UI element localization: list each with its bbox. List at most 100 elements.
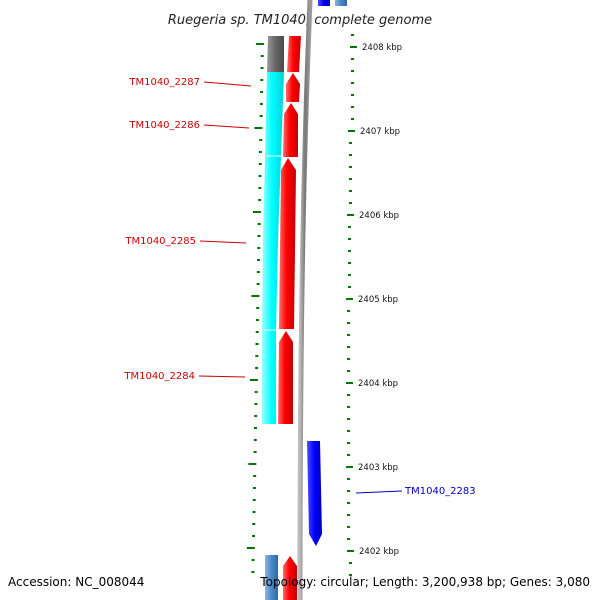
scale-major-tick xyxy=(348,130,355,132)
feature-major-tick xyxy=(255,43,264,45)
scale-minor-tick xyxy=(347,322,350,324)
gene-arrow-TM1040_2284[interactable] xyxy=(278,331,293,424)
scale-major-tick xyxy=(346,466,353,468)
feature-minor-tick xyxy=(260,55,264,57)
gene-label-TM1040_2283[interactable]: TM1040_2283 xyxy=(404,486,476,497)
scale-major-tick xyxy=(346,382,353,384)
scale-tick-label: 2408 kbp xyxy=(362,43,402,53)
scale-tick-marks xyxy=(346,34,357,576)
scale-minor-tick xyxy=(348,238,351,240)
feature-minor-tick xyxy=(256,283,260,285)
scale-minor-tick xyxy=(347,310,350,312)
feature-minor-tick xyxy=(259,139,263,141)
gene-leader-line xyxy=(355,490,403,494)
scale-tick-label: 2404 kbp xyxy=(358,379,398,389)
scale-minor-tick xyxy=(349,202,352,204)
scale-minor-tick xyxy=(348,226,351,228)
scale-minor-tick xyxy=(349,562,352,564)
scale-minor-tick xyxy=(347,394,350,396)
grey-feature xyxy=(267,36,284,72)
scale-minor-tick xyxy=(347,502,350,504)
partial-reverse-feature-top xyxy=(318,0,330,6)
scale-minor-tick xyxy=(351,106,354,108)
scale-minor-tick xyxy=(351,58,354,60)
feature-minor-tick xyxy=(258,187,262,189)
accession-label: Accession: NC_008044 xyxy=(8,575,144,589)
scale-minor-tick xyxy=(349,142,352,144)
scale-minor-tick xyxy=(351,70,354,72)
feature-minor-tick xyxy=(254,415,258,417)
feature-minor-tick xyxy=(255,367,259,369)
feature-minor-tick xyxy=(257,259,261,261)
scale-minor-tick xyxy=(347,442,350,444)
feature-minor-tick xyxy=(258,151,262,153)
feature-minor-tick xyxy=(253,451,257,453)
scale-minor-tick xyxy=(347,334,350,336)
feature-minor-tick xyxy=(254,391,258,393)
partial-steelblue-feature-bottom xyxy=(265,555,278,600)
feature-minor-tick xyxy=(253,475,257,477)
scale-minor-tick xyxy=(347,514,350,516)
scale-minor-tick xyxy=(348,262,351,264)
scale-minor-tick xyxy=(351,94,354,96)
feature-minor-tick xyxy=(252,499,256,501)
topology-label: Topology: circular; Length: 3,200,938 bp… xyxy=(259,575,590,589)
gene-arrow-TM1040_2286[interactable] xyxy=(283,103,298,157)
scale-major-tick xyxy=(347,214,354,216)
feature-major-tick xyxy=(249,379,258,381)
feature-minor-tick xyxy=(260,91,264,93)
scale-minor-tick xyxy=(348,286,351,288)
scale-minor-tick xyxy=(347,430,350,432)
partial-steelblue-feature-top xyxy=(335,0,347,6)
gene-leader-line xyxy=(198,375,246,378)
gene-arrow-TM1040_2287[interactable] xyxy=(286,73,300,102)
feature-major-tick xyxy=(251,295,260,297)
scale-minor-tick xyxy=(347,490,350,492)
feature-minor-tick xyxy=(255,319,259,321)
gene-label-TM1040_2285[interactable]: TM1040_2285 xyxy=(124,236,196,247)
feature-minor-tick xyxy=(259,103,263,105)
feature-minor-tick xyxy=(256,307,260,309)
gene-label-TM1040_2286[interactable]: TM1040_2286 xyxy=(128,120,200,131)
feature-minor-tick xyxy=(257,247,261,249)
gene-arrow-TM1040_2285[interactable] xyxy=(279,158,296,329)
scale-minor-tick xyxy=(347,526,350,528)
scale-major-tick xyxy=(350,46,357,48)
scale-tick-label: 2403 kbp xyxy=(358,463,398,473)
gene-leader-line xyxy=(199,240,247,244)
feature-minor-tick xyxy=(252,535,256,537)
scale-minor-tick xyxy=(349,166,352,168)
gene-label-TM1040_2284[interactable]: TM1040_2284 xyxy=(123,371,195,382)
feature-minor-tick xyxy=(251,571,255,573)
feature-minor-tick xyxy=(256,271,260,273)
feature-minor-tick xyxy=(258,199,262,201)
scale-minor-tick xyxy=(349,154,352,156)
gene-label-TM1040_2287[interactable]: TM1040_2287 xyxy=(128,77,200,88)
forward-cds-arrow[interactable] xyxy=(287,36,301,72)
cyan-feature xyxy=(262,72,284,424)
scale-minor-tick xyxy=(349,178,352,180)
scale-minor-tick xyxy=(347,538,350,540)
scale-minor-tick xyxy=(347,346,350,348)
feature-minor-tick xyxy=(260,67,264,69)
scale-tick-label: 2406 kbp xyxy=(359,211,399,221)
feature-major-tick xyxy=(246,547,255,549)
feature-minor-tick xyxy=(257,235,261,237)
feature-minor-tick xyxy=(259,115,263,117)
gene-arrow-TM1040_2283[interactable] xyxy=(307,441,322,546)
feature-minor-tick xyxy=(257,223,261,225)
feature-minor-tick xyxy=(255,331,259,333)
feature-minor-tick xyxy=(252,511,256,513)
scale-minor-tick xyxy=(348,274,351,276)
feature-major-tick xyxy=(248,463,257,465)
feature-minor-tick xyxy=(252,523,256,525)
scale-minor-tick xyxy=(349,574,352,576)
feature-major-tick xyxy=(252,211,261,213)
feature-minor-tick xyxy=(255,343,259,345)
genome-backbone xyxy=(297,0,313,600)
scale-major-tick xyxy=(347,550,354,552)
feature-major-tick xyxy=(254,127,263,129)
partial-forward-cds-bottom[interactable] xyxy=(283,556,297,600)
scale-minor-tick xyxy=(347,406,350,408)
